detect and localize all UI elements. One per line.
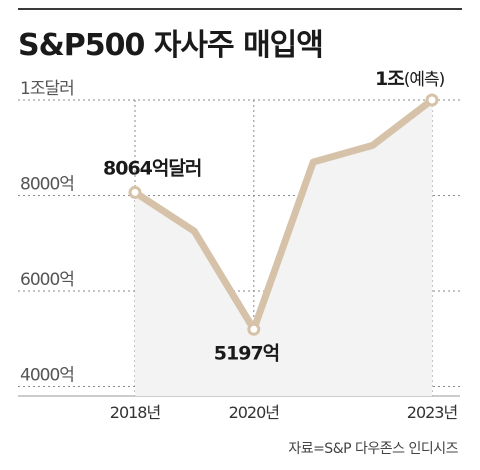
data-point-marker <box>425 93 439 107</box>
data-label: 5197억 <box>214 342 279 364</box>
x-tick-label: 2020년 <box>229 403 280 422</box>
x-tick-label: 2018년 <box>110 403 161 422</box>
data-point-marker <box>247 322 261 336</box>
y-tick-label: 1조달러 <box>20 79 74 99</box>
y-tick-label: 4000억 <box>20 365 74 385</box>
chart-title: S&P500 자사주 매입액 <box>18 28 324 63</box>
data-label: 1조(예측) <box>375 68 445 90</box>
series-line <box>131 96 436 333</box>
data-point-marker <box>128 185 142 199</box>
x-tick-label: 2023년 <box>407 403 458 422</box>
y-tick-label: 8000억 <box>20 174 74 194</box>
y-tick-label: 6000억 <box>20 270 74 290</box>
source-note: 자료=S&P 다우존스 인디시즈 <box>288 441 458 457</box>
top-rule <box>18 8 462 10</box>
data-label: 8064억달러 <box>103 157 201 179</box>
